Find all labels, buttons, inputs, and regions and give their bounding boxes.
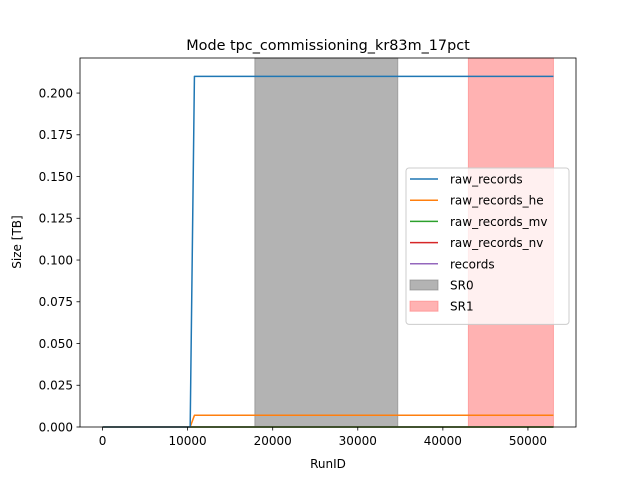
y-tick-label: 0.175	[39, 128, 73, 142]
legend-label: SR1	[450, 300, 474, 314]
y-tick-label: 0.025	[39, 379, 73, 393]
legend-swatch-sr0	[409, 279, 439, 291]
y-tick-label: 0.125	[39, 212, 73, 226]
legend-label: records	[450, 257, 495, 271]
chart-title: Mode tpc_commissioning_kr83m_17pct	[186, 38, 470, 54]
y-tick-label: 0.000	[39, 420, 73, 434]
x-tick-label: 40000	[424, 434, 462, 448]
x-tick-label: 10000	[169, 434, 207, 448]
y-tick-label: 0.050	[39, 337, 73, 351]
plot-area-frame	[79, 57, 577, 428]
legend-label: raw_records	[450, 173, 523, 187]
legend: raw_records raw_records_he raw_records_mvr…	[405, 167, 570, 325]
legend-swatch-sr1	[409, 300, 439, 312]
x-tick-label: 30000	[339, 434, 377, 448]
legend-box	[405, 167, 570, 325]
y-tick-label: 0.200	[39, 86, 73, 100]
y-axis-ticks: 0.000 0.025 0.050 0.075 0.100 0.125 0.150 0.175…	[39, 86, 80, 434]
x-axis-ticks: 0 10000 20000 30000 40000 50000	[99, 427, 547, 448]
legend-label: raw_records_nv	[450, 236, 543, 250]
span-sr0	[254, 57, 399, 428]
x-axis-label: RunID	[310, 457, 346, 471]
y-tick-label: 0.150	[39, 170, 73, 184]
legend-label: raw_records_he	[450, 194, 544, 208]
y-tick-label: 0.075	[39, 295, 73, 309]
x-tick-label: 50000	[509, 434, 547, 448]
y-tick-label: 0.100	[39, 253, 73, 267]
y-axis-label: Size [TB]	[10, 215, 24, 268]
x-tick-label: 20000	[254, 434, 292, 448]
x-tick-label: 0	[99, 434, 107, 448]
legend-label: SR0	[450, 279, 474, 293]
legend-label: raw_records_mv	[450, 215, 547, 229]
